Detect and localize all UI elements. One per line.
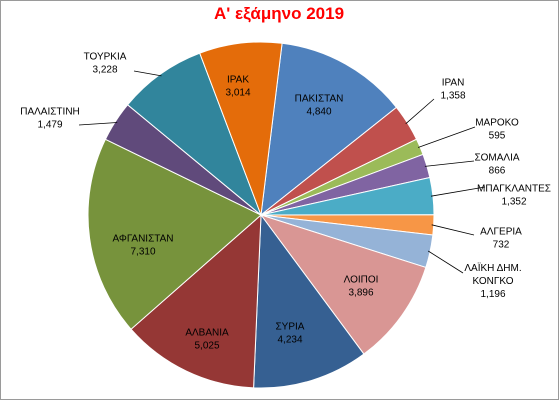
data-label-13: ΙΡΑΚ 3,014	[225, 75, 250, 99]
chart-title: Α' εξάμηνο 2019	[214, 4, 344, 23]
leader-line-11	[78, 122, 118, 126]
leader-line-1	[405, 98, 435, 125]
slice-value: 1,479	[37, 120, 62, 131]
slice-value: 595	[489, 131, 506, 142]
slice-label: ΛΑΪΚΗ ΔΗΜ.	[464, 262, 521, 274]
leader-line-4	[430, 186, 486, 197]
data-label-12: ΤΟΥΡΚΙΑ 3,228	[84, 52, 127, 76]
data-label-9: ΑΛΒΑΝΙΑ 5,025	[185, 328, 229, 352]
slice-label: ΣΟΜΑΛΙΑ	[474, 153, 519, 164]
slice-value: 3,014	[225, 88, 250, 99]
pie-slice-8	[253, 213, 365, 389]
slice-value: 3,228	[92, 65, 117, 76]
slice-label: ΛΟΙΠΟΙ	[344, 275, 379, 286]
data-label-6: ΛΑΪΚΗ ΔΗΜ. ΚΟΝΓΚΟ 1,196	[464, 262, 521, 300]
slice-label: ΤΟΥΡΚΙΑ	[84, 52, 127, 63]
leader-line-3	[424, 160, 475, 167]
pie-slice-7	[259, 214, 427, 355]
leader-line-2	[417, 126, 476, 148]
data-label-3: ΣΟΜΑΛΙΑ 866	[474, 153, 519, 177]
slice-label: ΚΟΝΓΚΟ	[472, 276, 513, 287]
slice-label: ΑΦΓΑΝΙΣΤΑΝ	[112, 234, 173, 245]
pie-slice-13	[199, 41, 283, 216]
slice-label: ΙΡΑΝ	[442, 78, 465, 89]
data-label-1: ΙΡΑΝ 1,358	[440, 78, 465, 102]
data-label-8: ΣΥΡΙΑ 4,234	[276, 322, 305, 346]
slice-value: 4,234	[277, 335, 302, 346]
slice-value: 1,352	[501, 197, 526, 208]
slice-value: 7,310	[130, 247, 155, 258]
pie-slice-12	[126, 52, 263, 217]
slice-label: ΑΛΒΑΝΙΑ	[185, 328, 229, 339]
slice-label: ΜΠΑΓΚΛΑΝΤΕΣ	[477, 184, 551, 195]
leader-line-5	[431, 224, 475, 236]
slice-label: ΑΛΓΕΡΙΑ	[480, 227, 522, 238]
slice-value: 732	[493, 240, 510, 251]
slice-value: 1,358	[440, 91, 465, 102]
data-label-10: ΑΦΓΑΝΙΣΤΑΝ 7,310	[112, 234, 173, 258]
slice-value: 5,025	[194, 341, 219, 352]
pie-slice-9	[130, 213, 262, 389]
slice-value: 866	[489, 166, 506, 177]
leader-line-12	[133, 70, 162, 77]
leader-line-6	[427, 250, 464, 274]
slice-label: ΙΡΑΚ	[227, 75, 249, 86]
data-label-4: ΜΠΑΓΚΛΑΝΤΕΣ 1,352	[477, 184, 551, 208]
slice-label: ΣΥΡΙΑ	[276, 322, 305, 333]
data-label-11: ΠΑΛΑΙΣΤΙΝΗ 1,479	[20, 107, 80, 131]
slice-value: 3,896	[348, 288, 373, 299]
data-label-5: ΑΛΓΕΡΙΑ 732	[480, 227, 522, 251]
slice-value: 1,196	[480, 289, 505, 300]
slice-label: ΠΑΚΙΣΤΑΝ	[295, 94, 344, 105]
data-label-2: ΜΑΡΟΚΟ 595	[475, 118, 519, 142]
slice-value: 4,840	[306, 107, 331, 118]
data-label-0: ΠΑΚΙΣΤΑΝ 4,840	[295, 94, 344, 118]
pie-slice-10	[87, 138, 262, 330]
slice-label: ΠΑΛΑΙΣΤΙΝΗ	[20, 107, 80, 118]
pie-slice-0	[260, 42, 398, 217]
slice-label: ΜΑΡΟΚΟ	[475, 118, 519, 129]
data-label-7: ΛΟΙΠΟΙ 3,896	[344, 275, 379, 299]
